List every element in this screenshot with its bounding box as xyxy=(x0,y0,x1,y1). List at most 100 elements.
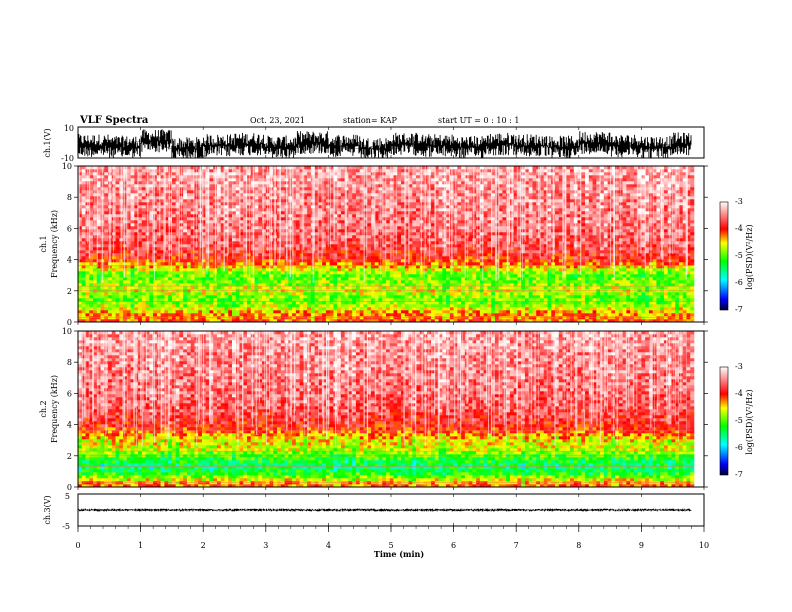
spectrogram-cell xyxy=(412,280,417,284)
spectrogram-cell xyxy=(385,217,391,221)
spectrogram-cell xyxy=(126,244,131,248)
spectrogram-cell xyxy=(355,295,360,299)
spectrogram-cell xyxy=(434,277,439,281)
spectrogram-cell xyxy=(213,301,218,305)
spectrogram-cell xyxy=(412,286,417,290)
spectrogram-cell xyxy=(295,310,300,314)
spectrogram-cell xyxy=(374,235,379,239)
spectrogram-cell xyxy=(333,310,338,314)
spectrogram-cell xyxy=(348,199,353,203)
spectrogram-cell xyxy=(416,202,421,206)
spectrogram-cell xyxy=(393,235,398,239)
spectrogram-cell xyxy=(186,316,191,320)
spectrogram-cell xyxy=(220,307,225,311)
spectrogram-cell xyxy=(431,292,436,296)
spectrogram-cell xyxy=(228,193,233,197)
spectrogram-cell xyxy=(247,274,252,278)
spectrogram-cell xyxy=(299,307,304,311)
spectrogram-cell xyxy=(378,217,383,221)
spectrogram-cell xyxy=(149,172,154,176)
spectrogram-cell xyxy=(385,208,391,212)
spectrogram-cell xyxy=(374,292,379,296)
spectrogram-cell xyxy=(401,298,406,302)
spectrogram-cell xyxy=(277,277,282,281)
spectrogram-cell xyxy=(247,304,252,308)
spectrogram-cell xyxy=(416,187,421,191)
spectrogram-cell xyxy=(367,304,372,308)
spectrogram-cell xyxy=(352,250,357,254)
spectrogram-cell xyxy=(292,181,297,185)
spectrogram-cell xyxy=(89,190,94,194)
spectrogram-cell xyxy=(156,205,161,209)
spectrogram-cell xyxy=(355,298,360,302)
spectrogram-cell xyxy=(78,193,83,197)
spectrogram-cell xyxy=(431,226,436,230)
spectrogram-cell xyxy=(367,184,372,188)
spectrogram-cell xyxy=(141,277,146,281)
spectrogram-cell xyxy=(295,283,300,287)
spectrogram-cell xyxy=(303,187,308,191)
spectrogram-cell xyxy=(130,166,135,170)
spectrogram-cell xyxy=(96,232,101,236)
spectrogram-cell xyxy=(363,175,368,179)
spectrogram-cell xyxy=(243,199,248,203)
spectrogram-cell xyxy=(352,196,357,200)
spectrogram-cell xyxy=(141,217,146,221)
spectrogram-cell xyxy=(393,277,398,281)
spectrogram-cell xyxy=(213,295,218,299)
spectrogram-cell xyxy=(374,268,379,272)
spectrogram-cell xyxy=(412,307,417,311)
spectrogram-cell xyxy=(337,193,342,197)
spectrogram-cell xyxy=(273,259,278,263)
spectrogram-cell xyxy=(382,175,387,179)
spectrogram-cell xyxy=(344,301,349,305)
spectrogram-cell xyxy=(385,298,391,302)
spectrogram-cell xyxy=(307,178,312,182)
spectrogram-cell xyxy=(352,223,357,227)
spectrogram-cell xyxy=(78,271,83,275)
spectrogram-cell xyxy=(243,232,248,236)
spectrogram-cell xyxy=(224,196,229,200)
spectrogram-cell xyxy=(322,286,327,290)
spectrogram-cell xyxy=(397,244,402,248)
spectrogram-cell xyxy=(307,196,312,200)
spectrogram-cell xyxy=(412,316,417,320)
spectrogram-cell xyxy=(89,271,94,275)
spectrogram-cell xyxy=(333,259,338,263)
spectrogram-cell xyxy=(352,205,357,209)
spectrogram-cell xyxy=(314,259,319,263)
spectrogram-cell xyxy=(318,274,323,278)
spectrogram-cell xyxy=(295,199,300,203)
spectrogram-cell xyxy=(235,277,240,281)
spectrogram-cell xyxy=(186,304,191,308)
spectrogram-cell xyxy=(201,283,207,287)
spectrogram-cell xyxy=(108,268,113,272)
spectrogram-cell xyxy=(273,274,278,278)
spectrogram-cell xyxy=(141,259,146,263)
spectrogram-cell xyxy=(205,190,210,194)
spectrogram-cell xyxy=(280,259,285,263)
spectrogram-cell xyxy=(378,274,383,278)
spectrogram-cell xyxy=(303,223,308,227)
spectrogram-cell xyxy=(168,223,173,227)
spectrogram-cell xyxy=(183,235,188,239)
spectrogram-cell xyxy=(78,259,83,263)
spectrogram-cell xyxy=(153,238,158,242)
spectrogram-cell xyxy=(247,265,252,269)
spectrogram-cell xyxy=(359,274,364,278)
spectrogram-cell xyxy=(93,277,98,281)
spectrogram-cell xyxy=(232,256,237,260)
spectrogram-cell xyxy=(239,271,244,275)
spectrogram-cell xyxy=(378,277,383,281)
spectrogram-cell xyxy=(186,307,191,311)
spectrogram-cell xyxy=(194,286,199,290)
spectrogram-cell xyxy=(254,274,259,278)
spectrogram-cell xyxy=(307,190,312,194)
spectrogram-cell xyxy=(228,169,233,173)
spectrogram-cell xyxy=(280,217,285,221)
spectrogram-cell xyxy=(220,280,225,284)
spectrogram-cell xyxy=(292,313,297,317)
spectrogram-cell xyxy=(123,268,128,272)
spectrogram-cell xyxy=(134,313,139,317)
